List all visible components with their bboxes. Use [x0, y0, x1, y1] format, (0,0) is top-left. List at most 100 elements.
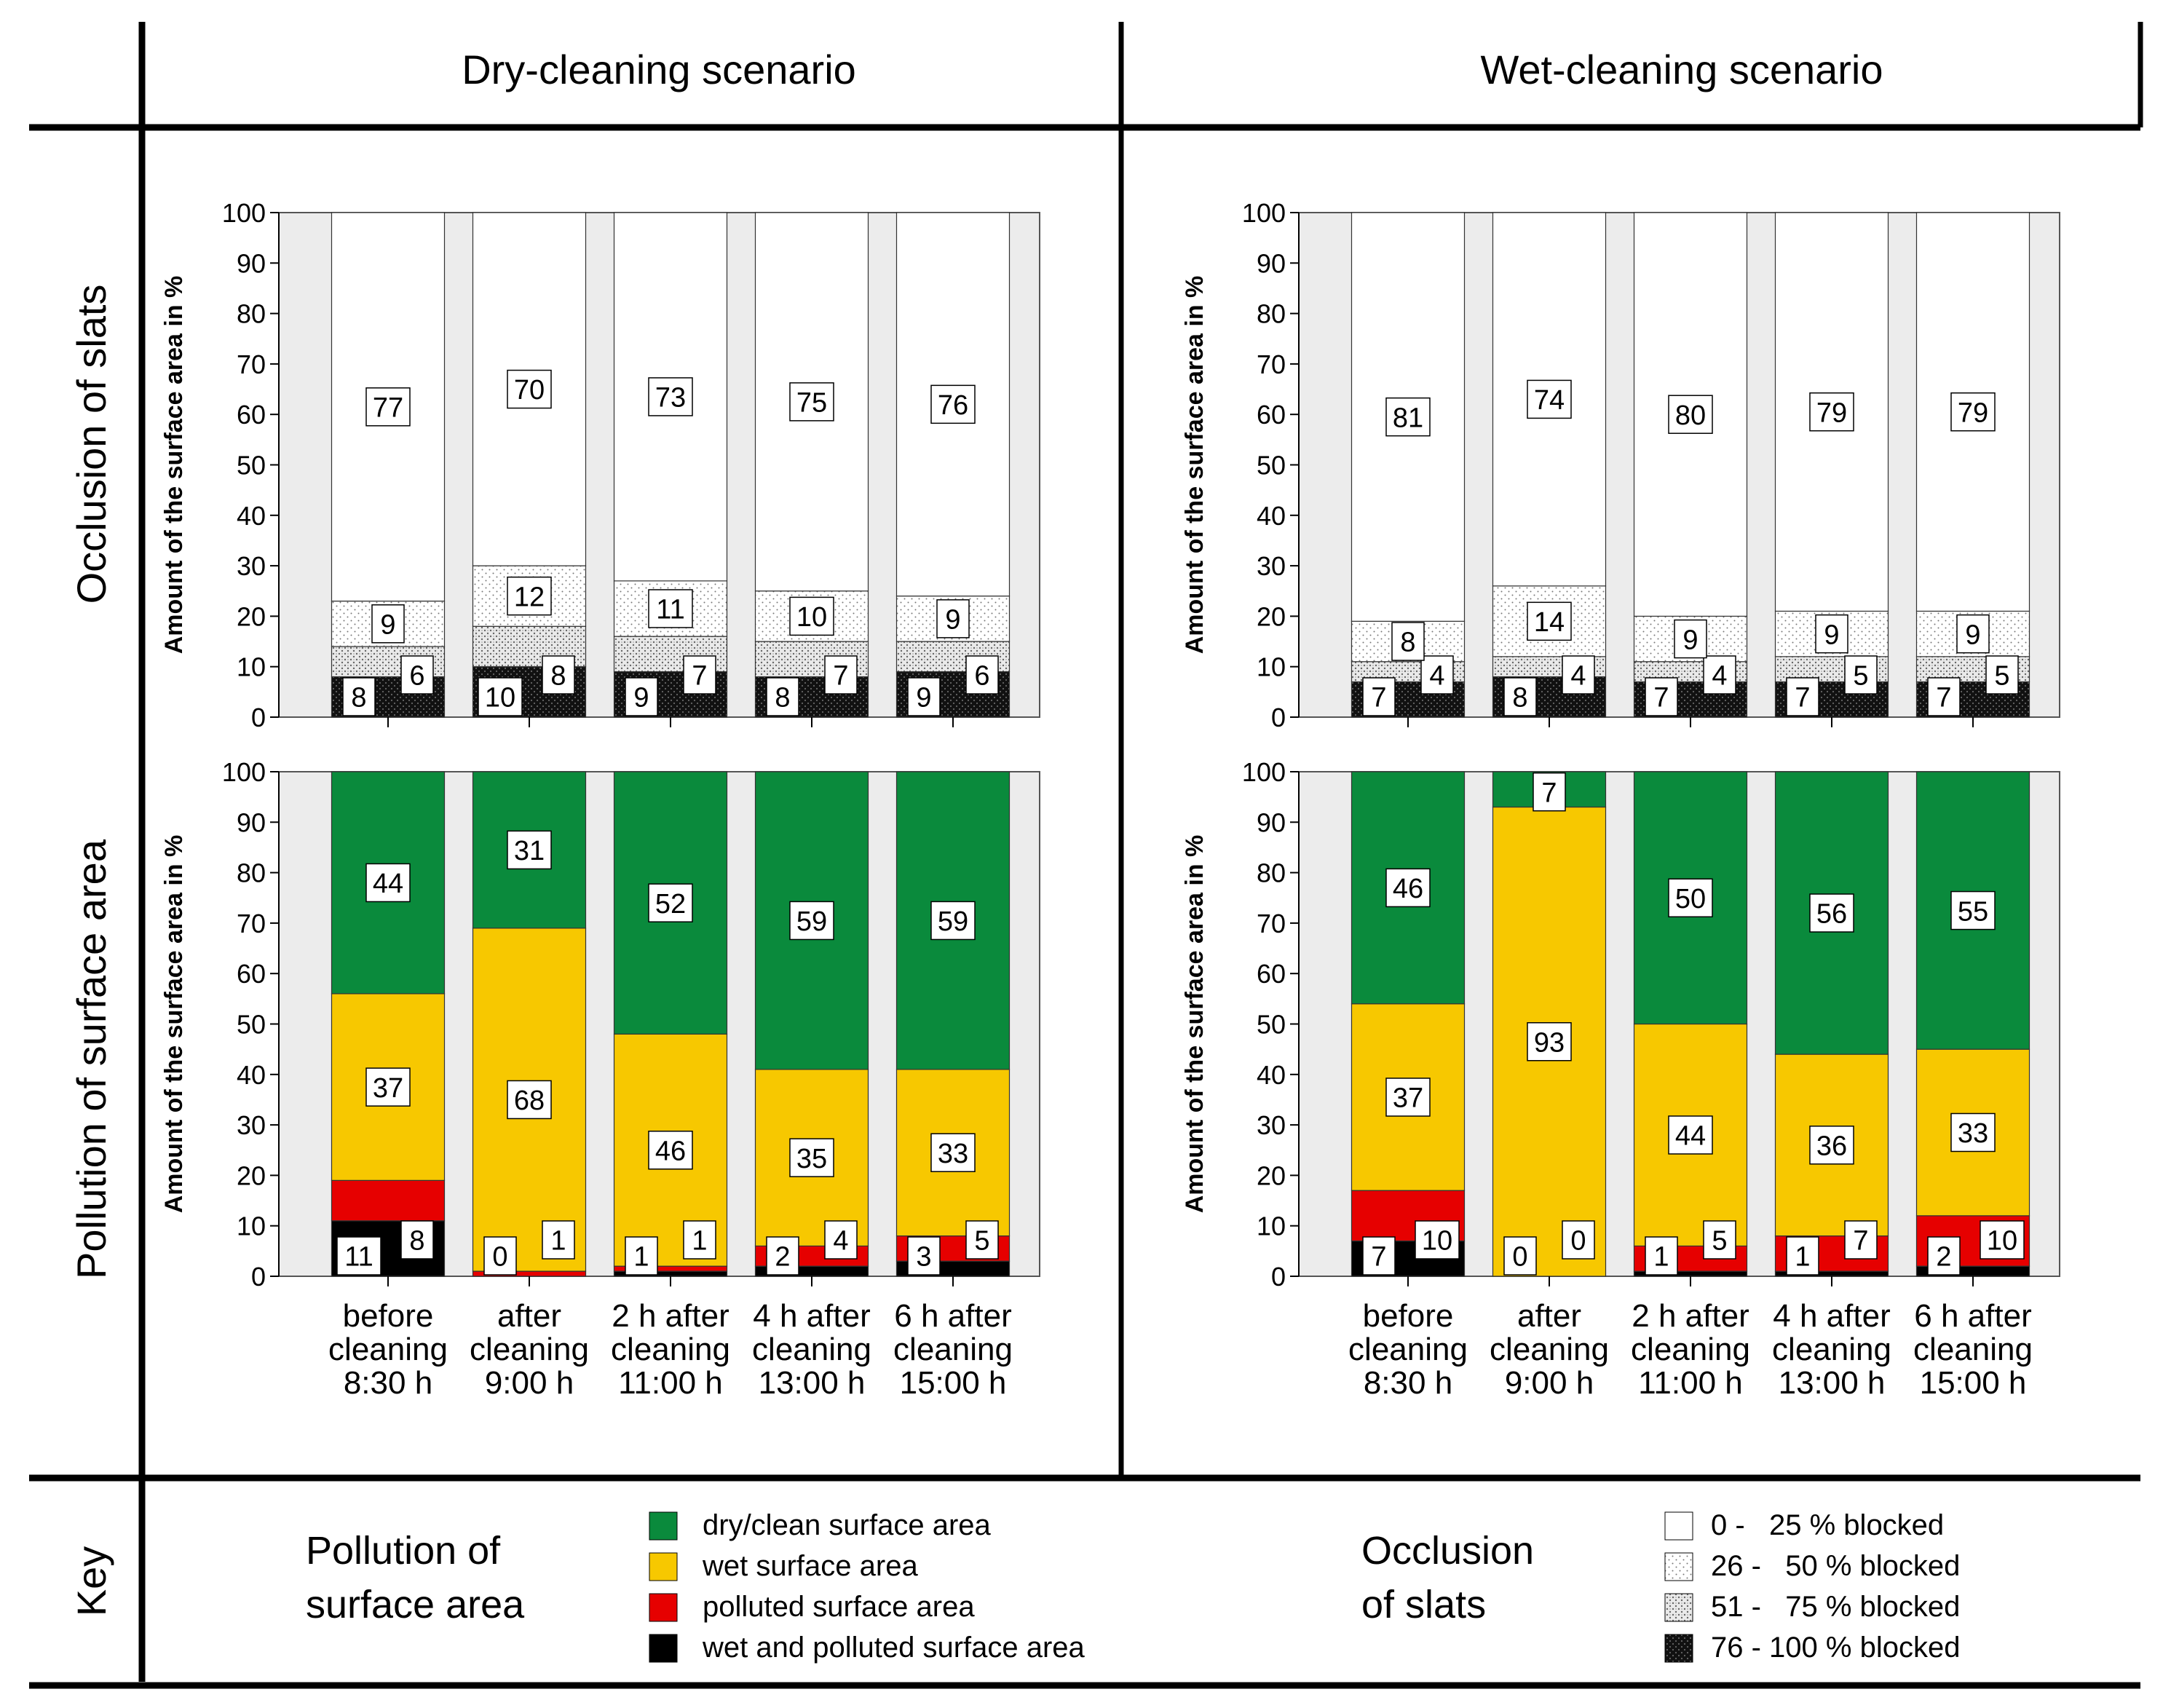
data-label-box	[1562, 1220, 1595, 1260]
data-label: 9	[1682, 625, 1698, 655]
data-label-box	[1668, 878, 1713, 917]
data-label: 7	[1371, 683, 1386, 713]
y-tick-label: 80	[237, 299, 266, 329]
y-tick-label: 30	[1257, 1110, 1286, 1140]
x-category-label: 2 h after	[612, 1298, 729, 1334]
data-label-box	[789, 596, 834, 636]
data-label-box	[542, 655, 575, 695]
y-tick-label: 40	[1257, 1060, 1286, 1090]
data-label-box	[930, 384, 976, 424]
x-category-label: cleaning	[752, 1332, 871, 1367]
y-tick-label: 100	[1242, 757, 1286, 787]
bar-stack-5: 2 10 33 55	[1915, 771, 2030, 1286]
data-label: 8	[1512, 683, 1527, 713]
data-label-box	[1420, 655, 1454, 695]
data-label: 7	[1371, 1242, 1386, 1273]
y-tick-label: 90	[237, 807, 266, 837]
data-label-box	[1786, 1236, 1819, 1276]
x-category-label: 9:00 h	[485, 1365, 574, 1401]
data-label: 9	[1965, 620, 1980, 650]
data-label: 5	[1994, 661, 2009, 692]
data-label-box	[1391, 622, 1425, 661]
bar-stack-5: 7 59 79	[1915, 212, 2030, 727]
data-label: 59	[938, 906, 968, 937]
data-label-box	[1927, 677, 1961, 716]
y-axis: 0 10 20 30 40 50 60 70 80 90 100	[1242, 757, 1300, 1292]
data-label: 3	[916, 1242, 931, 1273]
data-label-box	[507, 576, 552, 616]
x-category-label: 15:00 h	[900, 1365, 1007, 1401]
data-label-box	[683, 1220, 716, 1260]
data-label: 79	[1958, 398, 1988, 428]
y-tick-label: 30	[1257, 551, 1286, 581]
data-label: 5	[1853, 661, 1868, 692]
y-tick-label: 70	[1257, 349, 1286, 379]
data-label: 8	[409, 1226, 424, 1257]
y-tick-label: 70	[237, 909, 266, 938]
y-tick-label: 50	[237, 451, 266, 481]
data-label-box	[1815, 614, 1848, 654]
data-label-box	[365, 1067, 411, 1107]
y-tick-label: 30	[237, 551, 266, 581]
data-label-box	[789, 901, 834, 941]
data-label: 4	[1712, 661, 1727, 692]
bar-stack-5: 3 5 33 59	[895, 771, 1011, 1286]
y-tick-label: 70	[237, 349, 266, 379]
y-tick-label: 30	[237, 1110, 266, 1140]
x-category-label: 11:00 h	[1638, 1365, 1743, 1401]
data-label-box	[766, 1236, 799, 1276]
data-label-box	[1645, 677, 1678, 716]
data-label-box	[1950, 890, 1996, 930]
y-tick-label: 60	[237, 959, 266, 989]
data-label: 9	[633, 683, 649, 713]
x-category-label: 2 h after	[1632, 1298, 1749, 1334]
data-label-box	[371, 604, 405, 644]
data-label-box	[400, 655, 434, 695]
y-axis: 0 10 20 30 40 50 60 70 80 90 100	[1242, 198, 1300, 732]
data-label: 37	[1393, 1083, 1423, 1114]
data-label-box	[824, 1220, 858, 1260]
data-label-box	[907, 1236, 941, 1276]
y-tick-label: 10	[1257, 652, 1286, 682]
key-item-label: wet surface area	[702, 1550, 918, 1582]
bar-segment	[1633, 212, 1748, 617]
y-tick-label: 80	[237, 858, 266, 888]
key-occlusion-title-line1: Occlusion	[1361, 1529, 1534, 1573]
data-label: 10	[485, 683, 515, 713]
data-label-box	[930, 1133, 976, 1172]
key-pollution-title-line1: Pollution of	[306, 1529, 501, 1573]
y-tick-label: 90	[1257, 807, 1286, 837]
data-label: 2	[775, 1242, 790, 1273]
data-label: 11	[656, 595, 684, 625]
y-tick-label: 90	[237, 248, 266, 278]
data-label: 33	[1958, 1118, 1988, 1149]
y-tick-label: 100	[1242, 198, 1286, 228]
data-label: 8	[550, 661, 566, 692]
key-swatch	[649, 1511, 678, 1541]
data-label-box	[507, 830, 552, 870]
y-axis: 0 10 20 30 40 50 60 70 80 90 100	[222, 757, 280, 1292]
data-label-box	[478, 677, 523, 716]
data-label: 1	[1795, 1242, 1810, 1273]
data-label: 1	[633, 1242, 649, 1273]
data-label-box	[1362, 1236, 1396, 1276]
x-category-label: cleaning	[1913, 1332, 2033, 1367]
data-label-box	[542, 1220, 575, 1260]
x-category-label: 11:00 h	[618, 1365, 723, 1401]
y-tick-label: 40	[237, 1060, 266, 1090]
y-tick-label: 0	[251, 703, 266, 732]
data-label-box	[1950, 392, 1996, 432]
data-label: 80	[1675, 400, 1706, 431]
y-tick-label: 0	[1271, 1262, 1286, 1292]
data-label-box	[648, 589, 693, 628]
data-label: 7	[1541, 778, 1557, 808]
data-label: 0	[1570, 1226, 1586, 1257]
chart-dry-occlusion: 0 10 20 30 40 50 60 70 80 90 100 Amount of the surf…	[160, 198, 1040, 732]
y-tick-label: 100	[222, 198, 266, 228]
data-label-box	[1950, 1112, 1996, 1152]
data-label-box	[1385, 1078, 1431, 1117]
key-item-label: 51 - 75 % blocked	[1711, 1591, 1960, 1623]
y-axis-label: Amount of the surface area in %	[1181, 276, 1209, 655]
data-label: 7	[1653, 683, 1669, 713]
